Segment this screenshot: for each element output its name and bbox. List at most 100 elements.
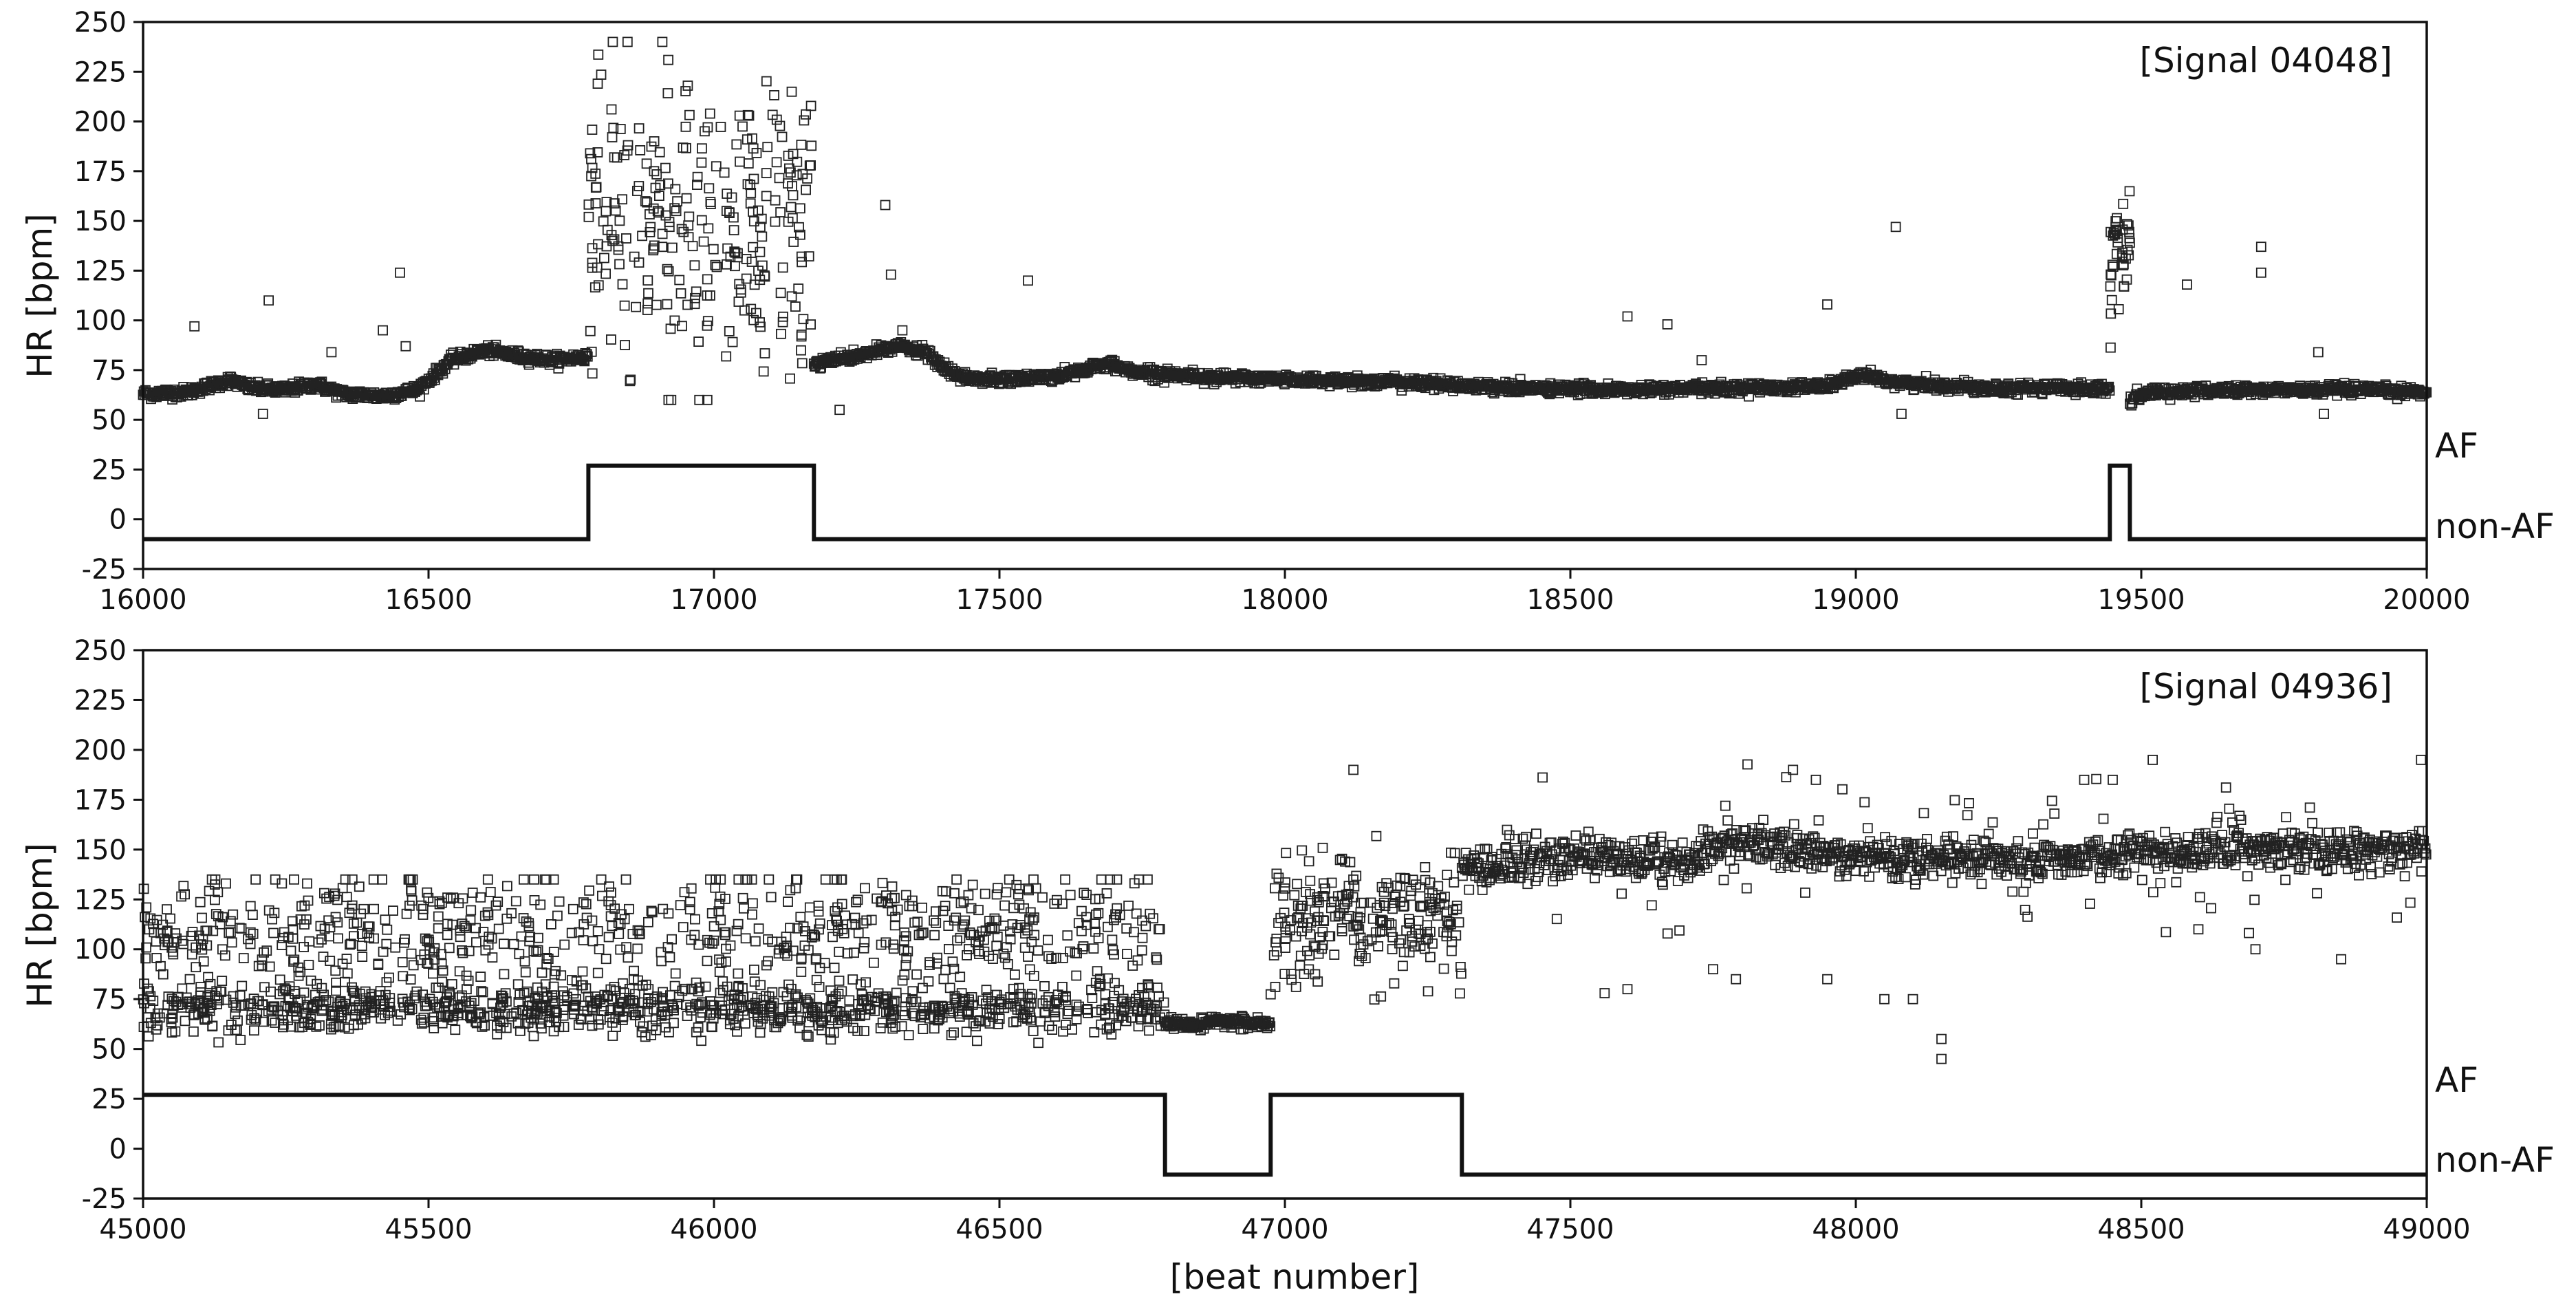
hr-point <box>641 158 652 169</box>
hr-point <box>797 257 807 268</box>
hr-point <box>802 173 812 184</box>
hr-point <box>795 203 805 214</box>
hr-point <box>694 394 705 405</box>
hr-point <box>728 225 739 236</box>
hr-point <box>734 110 745 121</box>
hr-point <box>757 231 768 242</box>
hr-point <box>769 89 779 100</box>
hr-point <box>748 206 758 217</box>
hr-point <box>801 184 811 195</box>
hr-point <box>708 244 719 255</box>
hr-point <box>583 211 594 222</box>
hr-point <box>646 141 657 152</box>
hr-point <box>777 131 788 142</box>
hr-point <box>657 228 668 239</box>
hr-point <box>788 213 798 224</box>
hr-point <box>606 104 617 115</box>
hr-point <box>649 136 660 147</box>
hr-point <box>653 207 664 218</box>
hr-point <box>759 270 770 281</box>
hr-point <box>778 311 788 322</box>
hr-point <box>682 80 693 91</box>
hr-point <box>775 288 786 299</box>
hr-point <box>663 178 673 189</box>
hr-point <box>755 222 766 233</box>
hr-point <box>654 191 664 202</box>
hr-point <box>586 171 596 182</box>
hr-point <box>663 266 674 277</box>
hr-point <box>798 314 809 325</box>
hr-point <box>674 275 685 286</box>
af-state-label: AF <box>2435 426 2478 466</box>
hr-point <box>748 216 759 227</box>
hr-point <box>770 195 781 206</box>
hr-point <box>610 205 621 216</box>
hr-point <box>696 215 707 226</box>
hr-point <box>794 222 804 233</box>
hr-point <box>669 315 680 326</box>
hr-point <box>777 316 788 328</box>
hr-point <box>745 198 756 209</box>
hr-point <box>788 237 799 247</box>
hr-point <box>745 180 756 191</box>
hr-point <box>702 316 713 327</box>
hr-point <box>739 305 750 316</box>
y-tick-label: 50 <box>91 405 127 436</box>
hr-point <box>801 109 811 120</box>
x-tick-label: 17000 <box>670 584 757 616</box>
hr-point <box>777 262 788 273</box>
hr-point <box>722 189 733 199</box>
hr-point <box>735 287 746 298</box>
hr-point <box>609 198 620 209</box>
hr-point <box>790 301 801 312</box>
hr-point <box>606 230 617 241</box>
hr-point <box>797 358 808 369</box>
hr-point <box>621 233 631 244</box>
hr-point <box>705 290 715 301</box>
hr-point <box>690 292 700 303</box>
hr-point <box>677 321 687 332</box>
hr-point <box>691 286 702 297</box>
hr-point <box>693 336 704 347</box>
hr-point <box>776 328 786 339</box>
hr-point <box>795 229 805 240</box>
hr-point <box>755 317 765 328</box>
y-tick-label: 0 <box>109 504 127 536</box>
y-tick-label: 150 <box>74 206 127 237</box>
hr-point <box>803 251 814 262</box>
hr-point <box>719 167 730 178</box>
x-tick-label: 20000 <box>2383 584 2470 616</box>
hr-point <box>662 264 673 275</box>
hr-point <box>757 260 768 271</box>
hr-point <box>643 288 653 299</box>
hr-point <box>676 224 687 235</box>
hr-point <box>662 88 673 98</box>
hr-point <box>614 259 625 270</box>
hr-point <box>642 275 653 286</box>
hr-point <box>796 329 807 340</box>
hr-point <box>680 86 691 96</box>
hr-point <box>619 149 630 160</box>
hr-point <box>609 152 620 163</box>
hr-point <box>722 243 733 254</box>
hr-point <box>703 223 714 234</box>
hr-point <box>593 280 604 291</box>
hr-point <box>791 170 802 181</box>
hr-point <box>607 36 618 47</box>
y-tick-label: 25 <box>91 454 127 486</box>
hr-point <box>681 193 692 204</box>
hr-point <box>727 336 738 347</box>
hr-point <box>649 240 660 251</box>
hr-point <box>748 173 759 184</box>
hr-point <box>655 180 666 191</box>
hr-point <box>743 158 754 169</box>
hr-point <box>737 121 748 132</box>
hr-point <box>710 259 721 270</box>
panel-title: [Signal 04048] <box>2139 41 2392 80</box>
x-tick-label: 16000 <box>99 584 186 616</box>
hr-point <box>805 319 816 330</box>
hr-point <box>785 373 795 384</box>
hr-point <box>770 216 781 227</box>
hr-point <box>746 257 757 267</box>
hr-point <box>806 140 817 151</box>
